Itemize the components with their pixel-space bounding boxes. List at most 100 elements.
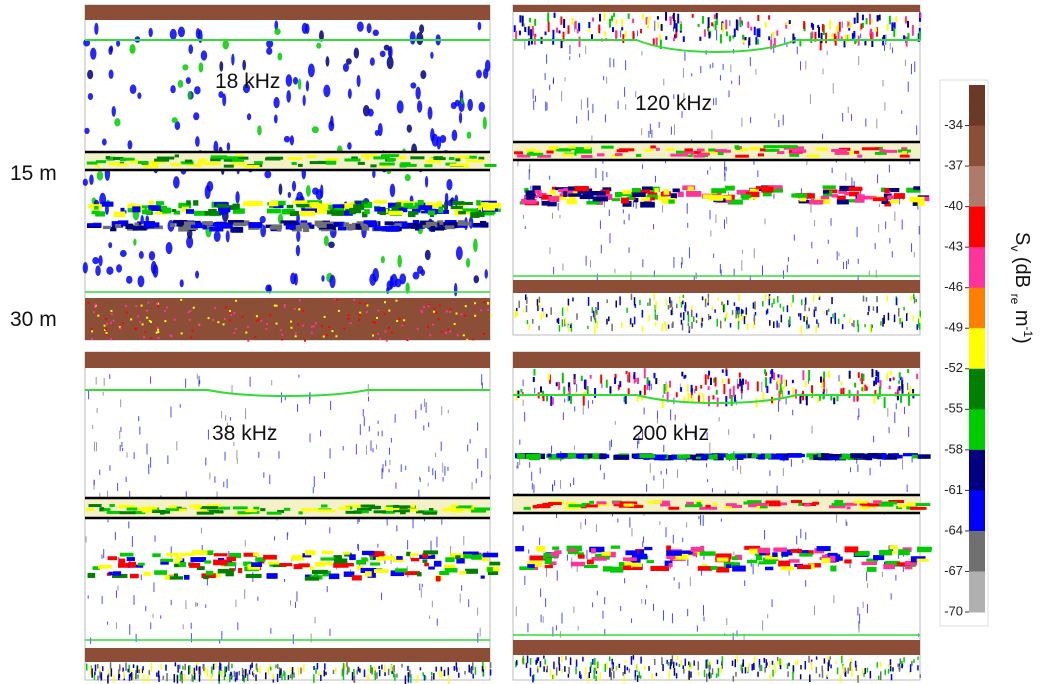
surface-noise xyxy=(603,12,606,21)
target xyxy=(641,563,643,569)
sub-bottom xyxy=(357,666,360,672)
seabed-speckle xyxy=(110,338,113,341)
target xyxy=(528,549,530,554)
target xyxy=(88,390,90,400)
surface-noise xyxy=(842,387,845,397)
scatter-layer xyxy=(480,575,485,579)
sub-bottom xyxy=(192,668,194,676)
target xyxy=(684,423,686,430)
layer-echo xyxy=(309,161,326,165)
seabed-speckle xyxy=(137,315,140,318)
sub-bottom xyxy=(649,298,651,306)
scatter-layer xyxy=(773,547,787,552)
sub-bottom xyxy=(821,669,824,678)
seabed-speckle xyxy=(384,301,387,304)
layer-echo xyxy=(448,157,455,161)
target xyxy=(231,53,235,66)
scatter-layer xyxy=(268,200,279,207)
target xyxy=(703,604,705,616)
target xyxy=(235,599,237,608)
target xyxy=(592,400,594,404)
target xyxy=(153,582,155,592)
scatter-layer xyxy=(821,453,830,459)
scatter-layer xyxy=(692,552,697,557)
seabed-speckle xyxy=(335,335,338,338)
scatter-layer xyxy=(584,564,598,569)
target xyxy=(649,123,651,134)
seabed-speckle xyxy=(432,310,435,313)
target xyxy=(258,451,260,458)
sub-bottom xyxy=(680,301,683,308)
sub-bottom xyxy=(762,300,764,307)
seabed-speckle xyxy=(110,313,113,316)
seabed-speckle xyxy=(349,322,352,325)
sub-bottom xyxy=(353,675,355,682)
layer-echo xyxy=(143,164,159,168)
layer-echo xyxy=(381,154,400,158)
colorbar-segment xyxy=(969,287,985,329)
target xyxy=(115,622,117,629)
layer-echo xyxy=(415,510,426,514)
seabed-speckle xyxy=(310,331,313,334)
seabed-speckle xyxy=(462,334,465,337)
seabed-speckle xyxy=(254,335,257,338)
target xyxy=(673,94,675,100)
layer-echo xyxy=(216,510,224,514)
sub-bottom xyxy=(719,320,722,329)
target xyxy=(866,604,868,614)
sub-bottom xyxy=(366,675,368,679)
sub-bottom xyxy=(569,324,572,328)
target xyxy=(199,380,201,385)
target xyxy=(773,193,775,199)
target xyxy=(314,616,316,624)
target xyxy=(851,177,853,188)
sub-bottom xyxy=(181,674,183,684)
target xyxy=(235,562,237,571)
scatter-layer xyxy=(228,220,244,224)
sub-bottom xyxy=(532,675,534,683)
sub-bottom xyxy=(540,312,542,320)
layer-echo xyxy=(392,504,400,508)
sub-bottom xyxy=(188,664,191,674)
scatter-layer xyxy=(374,206,386,212)
sub-bottom xyxy=(626,666,629,671)
sub-bottom xyxy=(267,667,269,675)
scatter-layer xyxy=(191,550,208,556)
target xyxy=(782,114,784,126)
sub-bottom xyxy=(523,659,526,666)
scatter-layer xyxy=(541,194,550,200)
target xyxy=(707,170,709,175)
scatter-layer xyxy=(680,550,694,555)
surface-noise xyxy=(609,386,612,394)
scatter-layer xyxy=(757,547,771,554)
target xyxy=(653,475,655,481)
target xyxy=(362,408,364,417)
surface-noise xyxy=(646,379,649,390)
target xyxy=(787,257,789,262)
target xyxy=(620,30,622,38)
target xyxy=(415,410,417,419)
scatter-layer xyxy=(309,224,315,229)
sub-bottom xyxy=(206,669,209,678)
scatter-layer xyxy=(708,454,718,460)
scatter-layer xyxy=(406,551,411,557)
sub-bottom xyxy=(883,315,885,324)
seabed-speckle xyxy=(222,323,225,326)
target xyxy=(576,116,578,124)
surface-noise xyxy=(715,389,718,395)
target xyxy=(800,61,802,71)
target xyxy=(111,105,116,117)
scatter-layer xyxy=(196,566,205,571)
seabed-speckle xyxy=(147,301,150,304)
scatter-layer xyxy=(758,561,772,565)
layer-echo xyxy=(156,156,175,160)
layer-echo xyxy=(113,156,124,160)
target xyxy=(810,204,812,213)
sub-bottom xyxy=(180,670,183,675)
target xyxy=(400,464,402,472)
layer-echo xyxy=(584,146,591,150)
scatter-layer xyxy=(232,208,245,214)
scatter-layer xyxy=(226,556,237,562)
scatter-layer xyxy=(370,562,381,566)
sub-bottom xyxy=(564,666,566,672)
